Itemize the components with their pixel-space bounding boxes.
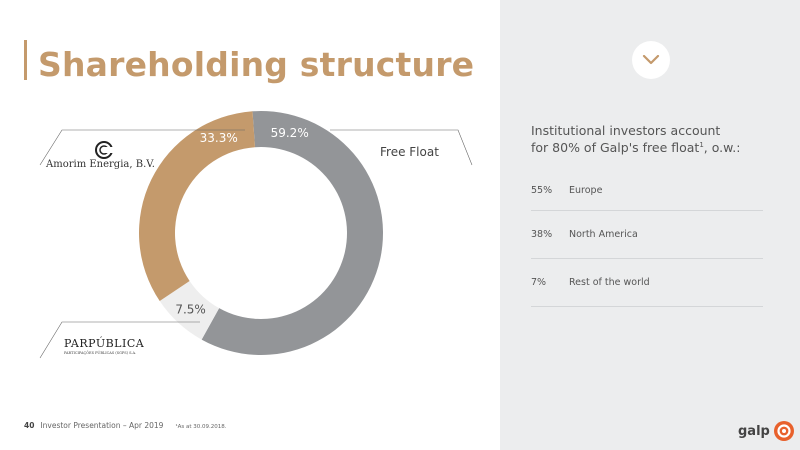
list-item-pct: 55%: [531, 184, 553, 196]
page-title: Shareholding structure: [38, 45, 475, 84]
galp-mark-icon: [773, 421, 794, 441]
list-item: 7% Rest of the world: [531, 259, 763, 307]
parpublica-logo: PARPÚBLICA PARTICIPAÇÕES PÚBLICAS (SGPS)…: [64, 337, 144, 355]
footer: 40 Investor Presentation – Apr 2019 ¹As …: [24, 421, 227, 430]
list-item-label: Europe: [569, 184, 603, 196]
title-accent-bar: [24, 40, 27, 80]
parpublica-subtitle: PARTICIPAÇÕES PÚBLICAS (SGPS) S.A.: [64, 351, 137, 355]
panel-heading: Institutional investors account for 80% …: [531, 123, 791, 155]
amorim-mark-icon: [95, 141, 113, 159]
footnote-marker: 1: [699, 141, 704, 149]
chevron-down-button[interactable]: [632, 41, 670, 79]
panel-heading-line2: for 80% of Galp's free float1, o.w.:: [531, 140, 741, 156]
parpublica-leader-line: [39, 321, 200, 359]
list-item-label: North America: [569, 229, 638, 240]
list-item-label: Rest of the world: [569, 277, 650, 288]
slice-value-label: 59.2%: [271, 126, 309, 140]
amorim-name: Amorim Energia, B.V.: [46, 159, 155, 170]
panel-heading-line1: Institutional investors account: [531, 123, 721, 138]
donut-chart: 59.2% 7.5% 33.3%: [39, 111, 473, 359]
freefloat-label: Free Float: [380, 145, 439, 159]
list-item-pct: 38%: [531, 229, 553, 240]
presentation-name: Investor Presentation – Apr 2019: [40, 421, 164, 430]
chevron-down-icon: [642, 55, 660, 65]
amorim-leader-line: [39, 129, 245, 166]
donut-slice: [139, 111, 256, 302]
donut-slice: [159, 280, 220, 340]
freefloat-leader-line: [330, 129, 473, 166]
footnote: ¹As at 30.09.2018.: [175, 424, 227, 430]
list-item: 38% North America: [531, 211, 763, 259]
galp-wordmark: galp: [738, 423, 770, 439]
donut-slice: [201, 111, 383, 356]
breakdown-list: 55% Europe 38% North America 7% Rest of …: [531, 170, 763, 307]
parpublica-name: PARPÚBLICA: [64, 337, 145, 350]
list-item: 55% Europe: [531, 170, 763, 211]
list-item-pct: 7%: [531, 277, 547, 288]
galp-logo: galp: [738, 420, 795, 442]
page-number: 40: [24, 421, 35, 430]
slice-value-label: 7.5%: [175, 303, 206, 317]
slice-value-label: 33.3%: [200, 131, 238, 145]
left-panel: [0, 0, 500, 450]
